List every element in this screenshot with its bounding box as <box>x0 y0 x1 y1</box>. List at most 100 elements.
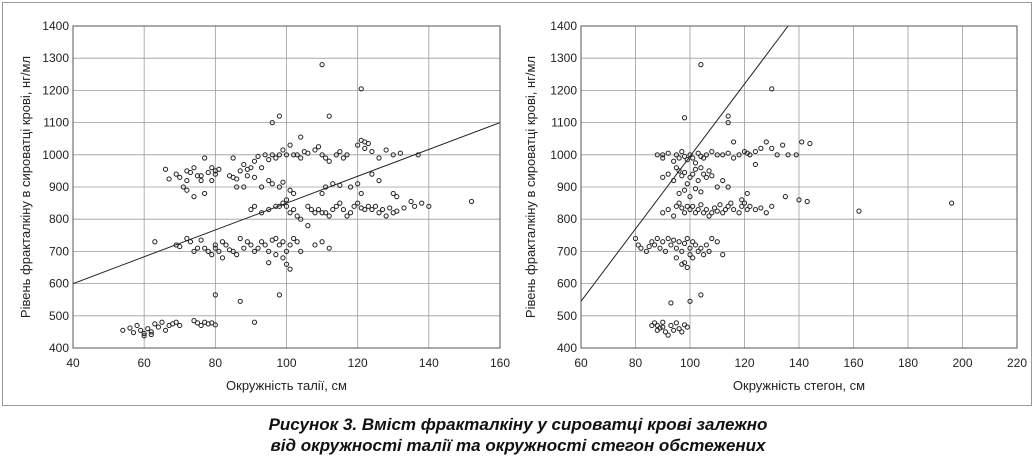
x-tick-label: 100 <box>680 356 700 370</box>
data-point <box>671 237 677 243</box>
data-point <box>159 319 165 325</box>
data-point <box>355 142 361 148</box>
data-point <box>376 177 382 184</box>
data-point <box>676 190 682 197</box>
data-point <box>234 184 240 190</box>
x-tick-label: 100 <box>276 356 296 370</box>
data-point <box>251 248 258 254</box>
data-point <box>262 242 268 248</box>
data-point <box>780 142 786 148</box>
data-point <box>298 155 304 161</box>
y-tick-label: 1000 <box>42 148 69 162</box>
data-point <box>237 298 243 304</box>
y-tick-label: 1000 <box>550 148 577 162</box>
data-point <box>234 252 240 258</box>
data-point <box>184 235 190 242</box>
data-point <box>362 139 368 145</box>
data-point <box>198 237 204 243</box>
data-point <box>660 152 666 158</box>
data-point <box>646 243 652 250</box>
data-point <box>198 322 204 329</box>
data-point <box>230 174 236 180</box>
data-point <box>649 322 655 329</box>
data-point <box>752 148 759 155</box>
data-point <box>684 235 690 242</box>
data-point <box>141 333 147 339</box>
x-tick-label: 40 <box>66 356 80 370</box>
figure-frame <box>2 2 1032 406</box>
data-point <box>130 329 137 336</box>
data-point <box>687 252 693 258</box>
data-point <box>276 184 282 190</box>
x-tick-label: 60 <box>574 356 588 370</box>
data-point <box>679 205 685 211</box>
data-point <box>744 190 750 197</box>
data-point <box>212 171 218 177</box>
data-point <box>665 235 671 242</box>
data-point <box>709 148 715 155</box>
data-point <box>184 177 190 184</box>
data-point <box>657 245 663 251</box>
y-tick-label: 400 <box>49 341 69 355</box>
data-point <box>152 239 158 245</box>
data-point <box>369 171 375 177</box>
data-point <box>676 326 682 332</box>
data-point <box>665 171 671 177</box>
data-point <box>294 239 300 245</box>
data-point <box>337 148 343 155</box>
data-point <box>671 177 677 184</box>
data-point <box>187 169 194 176</box>
data-point <box>358 86 364 92</box>
data-point <box>657 325 663 331</box>
data-point <box>212 168 218 174</box>
data-point <box>191 248 197 254</box>
data-point <box>323 184 329 190</box>
data-point <box>668 300 674 306</box>
data-point <box>692 186 699 192</box>
data-point <box>294 152 300 158</box>
data-point <box>337 200 343 206</box>
data-point <box>651 320 658 326</box>
data-point <box>720 152 726 158</box>
data-point <box>187 239 194 245</box>
data-point <box>273 203 279 209</box>
data-point <box>695 150 701 156</box>
data-point <box>415 152 421 158</box>
data-point <box>251 319 258 325</box>
data-point <box>739 203 745 209</box>
data-point <box>701 155 707 161</box>
data-point <box>714 208 720 214</box>
data-point <box>695 177 701 184</box>
y-tick-label: 1100 <box>551 116 577 130</box>
data-point <box>681 169 688 176</box>
data-point <box>741 200 748 206</box>
data-point <box>248 242 254 248</box>
data-point <box>692 166 699 172</box>
data-point <box>687 298 693 304</box>
data-point <box>635 242 641 248</box>
data-point <box>690 203 696 209</box>
data-point <box>237 235 243 242</box>
data-point <box>269 181 275 187</box>
data-point <box>665 332 671 338</box>
data-point <box>758 145 764 151</box>
x-tick-label: 140 <box>789 356 809 370</box>
data-point <box>725 184 731 190</box>
data-point <box>668 242 674 248</box>
data-point <box>687 194 693 200</box>
x-tick-label: 220 <box>1007 356 1027 370</box>
data-point <box>679 248 685 254</box>
data-point <box>280 147 286 153</box>
data-point <box>468 198 475 205</box>
data-point <box>369 148 375 155</box>
data-point <box>291 206 297 213</box>
data-point <box>212 242 218 248</box>
data-point <box>401 205 407 211</box>
data-point <box>365 203 371 209</box>
data-point <box>205 248 211 254</box>
y-tick-label: 1400 <box>550 19 577 33</box>
data-point <box>202 245 208 251</box>
data-point <box>266 206 272 213</box>
data-point <box>731 155 737 161</box>
data-point <box>340 206 347 213</box>
